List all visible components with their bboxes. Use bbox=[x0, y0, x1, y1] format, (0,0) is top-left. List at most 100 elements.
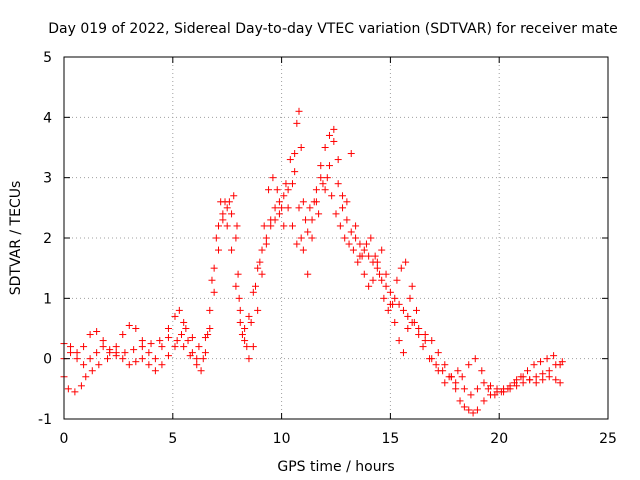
data-point bbox=[175, 306, 183, 314]
data-point bbox=[219, 216, 227, 224]
data-point bbox=[380, 294, 388, 302]
data-point bbox=[378, 276, 386, 284]
data-point bbox=[371, 252, 379, 260]
y-tick-label: 0 bbox=[43, 352, 52, 368]
data-point bbox=[452, 379, 460, 387]
x-tick-label: 20 bbox=[490, 431, 508, 447]
data-point bbox=[291, 168, 299, 176]
data-point bbox=[88, 367, 96, 375]
data-point bbox=[343, 216, 351, 224]
data-point bbox=[291, 150, 299, 158]
data-point bbox=[256, 258, 264, 266]
data-point bbox=[413, 306, 421, 314]
data-point bbox=[539, 370, 547, 378]
data-point bbox=[119, 355, 127, 363]
data-point bbox=[454, 367, 462, 375]
data-point bbox=[537, 358, 545, 366]
data-point bbox=[402, 258, 410, 266]
data-point bbox=[241, 325, 249, 332]
data-point bbox=[232, 282, 240, 290]
data-point bbox=[295, 204, 303, 212]
data-point bbox=[441, 379, 449, 387]
data-point bbox=[288, 180, 296, 188]
data-point bbox=[233, 222, 241, 230]
data-point bbox=[95, 361, 103, 369]
y-tick-label: 1 bbox=[43, 291, 52, 307]
data-point bbox=[310, 198, 318, 206]
data-point bbox=[465, 361, 473, 369]
data-point bbox=[347, 150, 355, 158]
data-point bbox=[223, 204, 231, 212]
data-point bbox=[304, 270, 312, 278]
y-tick-label: -1 bbox=[38, 412, 52, 428]
data-point bbox=[193, 361, 201, 369]
data-point bbox=[323, 174, 331, 182]
data-point bbox=[456, 397, 464, 405]
data-point bbox=[188, 349, 196, 357]
data-point bbox=[206, 306, 214, 314]
data-point bbox=[245, 355, 253, 363]
data-point bbox=[299, 198, 307, 206]
data-point bbox=[293, 240, 301, 248]
data-point bbox=[214, 246, 222, 254]
data-point bbox=[164, 352, 172, 360]
data-point bbox=[273, 186, 281, 194]
data-point bbox=[182, 325, 190, 332]
data-point bbox=[404, 312, 412, 320]
data-point bbox=[523, 367, 531, 375]
data-point bbox=[545, 367, 553, 375]
data-point bbox=[360, 246, 368, 254]
data-point bbox=[434, 349, 442, 357]
data-point bbox=[308, 234, 316, 242]
data-point bbox=[491, 391, 499, 399]
data-point bbox=[238, 331, 246, 339]
data-point bbox=[284, 204, 292, 212]
data-point bbox=[267, 222, 275, 230]
data-point bbox=[130, 346, 138, 354]
data-point bbox=[513, 376, 521, 384]
data-point bbox=[328, 192, 336, 200]
data-point bbox=[493, 385, 501, 393]
data-point bbox=[288, 222, 296, 230]
data-point bbox=[325, 131, 333, 139]
data-point bbox=[467, 391, 475, 399]
data-point bbox=[391, 294, 399, 302]
data-point bbox=[395, 337, 403, 345]
data-point bbox=[145, 361, 153, 369]
x-tick-label: 0 bbox=[60, 431, 69, 447]
data-point bbox=[275, 210, 283, 218]
x-tick-label: 15 bbox=[381, 431, 399, 447]
data-point bbox=[428, 355, 436, 363]
data-point bbox=[243, 343, 251, 351]
data-point bbox=[341, 234, 349, 242]
data-point bbox=[530, 361, 538, 369]
data-point bbox=[219, 210, 227, 218]
data-point bbox=[360, 270, 368, 278]
data-point bbox=[247, 318, 255, 326]
data-point bbox=[265, 186, 273, 194]
data-point bbox=[395, 300, 403, 308]
data-point bbox=[228, 246, 236, 254]
data-point bbox=[408, 282, 416, 290]
data-point bbox=[195, 343, 203, 351]
data-point bbox=[138, 337, 146, 345]
data-point bbox=[258, 246, 266, 254]
data-point bbox=[302, 216, 310, 224]
data-point bbox=[354, 258, 362, 266]
data-point bbox=[73, 355, 81, 363]
data-point bbox=[208, 276, 216, 284]
data-point bbox=[171, 312, 179, 320]
data-point bbox=[138, 343, 146, 351]
data-point bbox=[293, 119, 301, 127]
data-point bbox=[271, 216, 279, 224]
data-point bbox=[71, 388, 79, 396]
data-point bbox=[343, 198, 351, 206]
data-point bbox=[369, 276, 377, 284]
data-point bbox=[460, 403, 468, 411]
data-point bbox=[421, 331, 429, 339]
chart-title: Day 019 of 2022, Sidereal Day-to-day VTE… bbox=[48, 21, 618, 37]
data-point bbox=[254, 306, 262, 314]
data-point bbox=[193, 355, 201, 363]
data-point bbox=[506, 382, 514, 390]
data-point bbox=[93, 328, 101, 336]
